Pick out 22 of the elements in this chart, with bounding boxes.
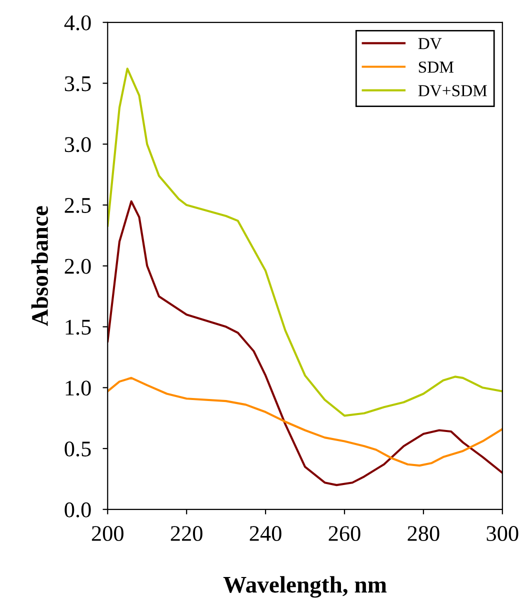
x-axis-title: Wavelength, nm — [223, 576, 387, 598]
y-tick-label: 2.0 — [64, 258, 91, 274]
y-tick-label: 0.5 — [64, 441, 91, 457]
x-tick-label: 260 — [328, 526, 360, 542]
y-tick-label: 3.5 — [64, 76, 91, 92]
legend-label: DV+SDM — [418, 85, 487, 96]
y-tick-label: 4.0 — [64, 15, 91, 30]
x-tick-label: 200 — [92, 526, 124, 542]
y-tick-label: 1.0 — [66, 380, 91, 396]
line-series — [108, 200, 502, 486]
legend-label: DV — [418, 38, 442, 50]
y-axis-title: Absorbance — [31, 206, 48, 326]
y-tick-label: 1.5 — [66, 320, 91, 335]
legend-label: SDM — [418, 62, 454, 73]
x-tick-label: 280 — [408, 526, 440, 542]
y-tick-label: 0.0 — [64, 502, 91, 518]
x-tick-label: 300 — [486, 526, 518, 542]
x-tick-label: 220 — [170, 526, 202, 542]
line-series — [108, 376, 502, 467]
y-tick-label: 2.5 — [64, 198, 91, 214]
y-tick-label: 3.0 — [64, 137, 91, 152]
x-tick-label: 240 — [250, 526, 282, 542]
